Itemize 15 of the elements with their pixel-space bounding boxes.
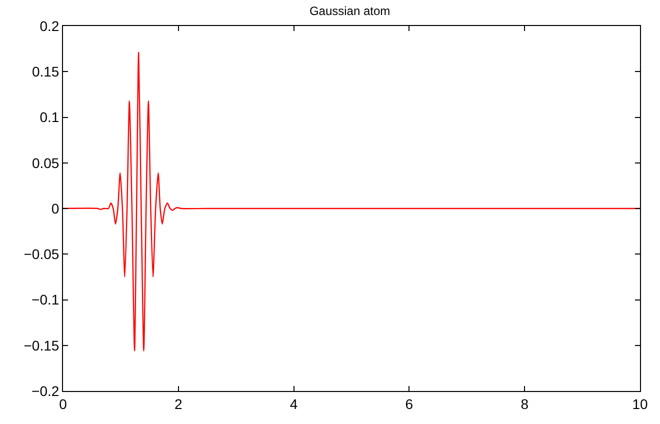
x-tick-label: 8 (520, 396, 529, 412)
y-tick-label: −0.2 (32, 382, 60, 399)
x-tick-label: 2 (174, 396, 182, 412)
y-tick-label: −0.1 (32, 292, 60, 308)
y-tick-label: −0.05 (24, 246, 60, 262)
x-tick-label: 4 (290, 396, 298, 412)
x-tick-label: 6 (405, 396, 414, 412)
y-tick-label: 0.05 (32, 154, 60, 171)
x-tick-label: 10 (632, 396, 648, 412)
chart-title: Gaussian atom (309, 4, 390, 18)
y-tick-label: 0 (51, 200, 60, 216)
y-tick-label: −0.15 (24, 337, 60, 354)
y-tick-label: 0.15 (32, 64, 60, 80)
y-tick-label: 0.2 (40, 18, 60, 34)
y-tick-label: 0.1 (40, 109, 60, 126)
